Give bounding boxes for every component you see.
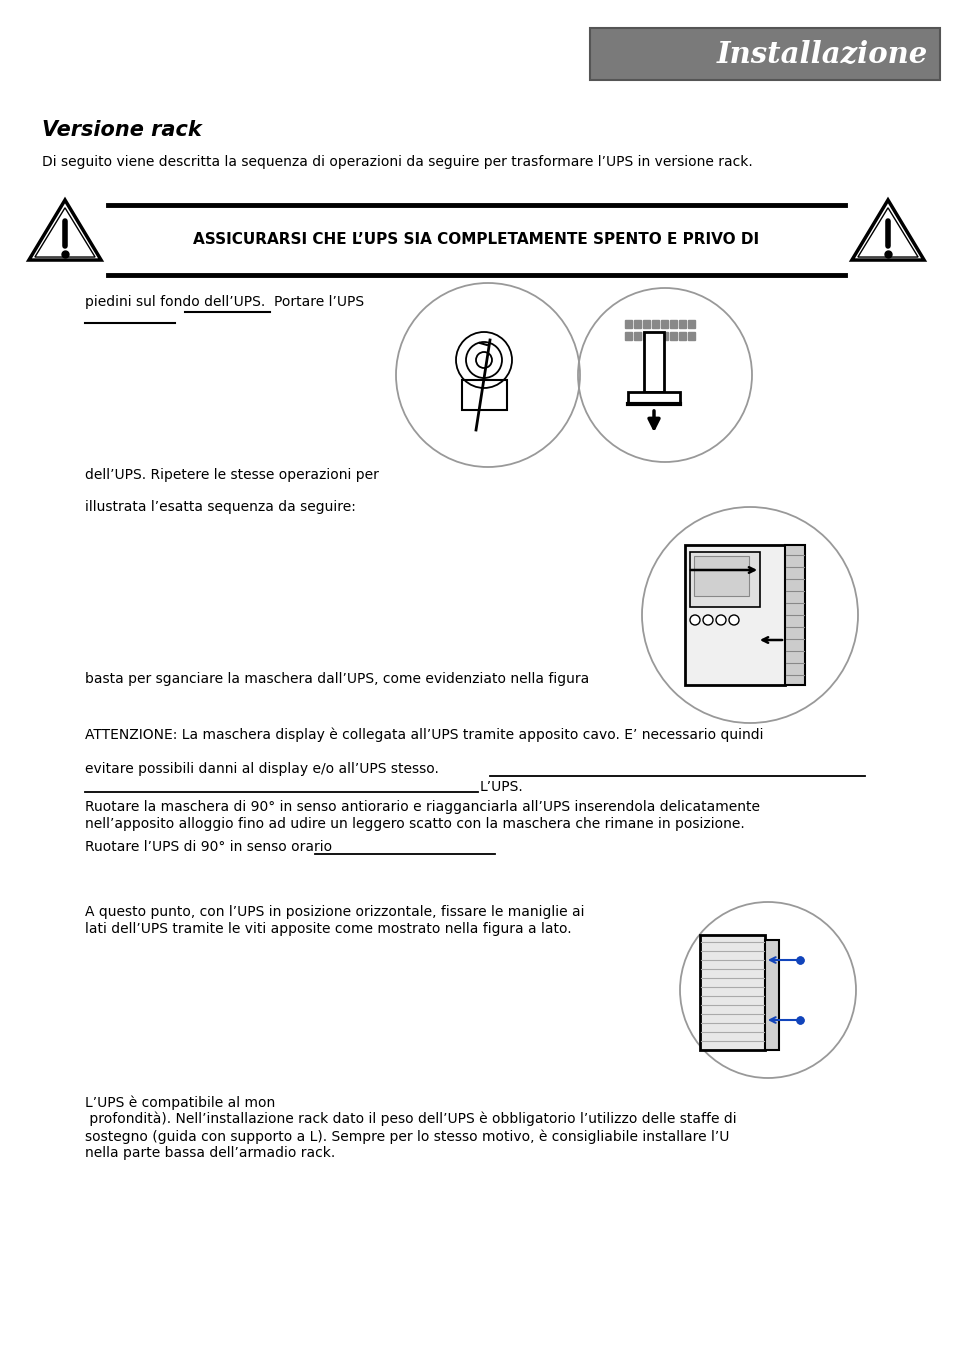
Circle shape [689, 616, 700, 625]
Polygon shape [679, 320, 685, 328]
Polygon shape [642, 320, 649, 328]
Circle shape [716, 616, 725, 625]
Text: piedini sul fondo dell’UPS.  Portare l’UPS: piedini sul fondo dell’UPS. Portare l’UP… [85, 296, 364, 309]
Text: evitare possibili danni al display e/o all’UPS stesso.: evitare possibili danni al display e/o a… [85, 761, 438, 776]
Text: Ruotare l’UPS di 90° in senso orario: Ruotare l’UPS di 90° in senso orario [85, 840, 332, 855]
Bar [461, 379, 506, 410]
Text: Ruotare la maschera di 90° in senso antiorario e riagganciarla all’UPS inserendo: Ruotare la maschera di 90° in senso anti… [85, 801, 760, 814]
Polygon shape [687, 320, 695, 328]
Text: nell’apposito alloggio fino ad udire un leggero scatto con la maschera che riman: nell’apposito alloggio fino ad udire un … [85, 817, 744, 832]
Bar [700, 936, 764, 1050]
Text: ASSICURARSI CHE L’UPS SIA COMPLETAMENTE SPENTO E PRIVO DI: ASSICURARSI CHE L’UPS SIA COMPLETAMENTE … [193, 232, 759, 247]
Polygon shape [660, 332, 667, 340]
Circle shape [702, 616, 712, 625]
Text: illustrata l’esatta sequenza da seguire:: illustrata l’esatta sequenza da seguire: [85, 500, 355, 514]
Bar [589, 28, 939, 80]
Text: L’UPS è compatibile al mon: L’UPS è compatibile al mon [85, 1095, 275, 1110]
Bar [627, 392, 679, 404]
Polygon shape [651, 332, 659, 340]
Bar [684, 545, 784, 684]
Polygon shape [634, 332, 640, 340]
Bar [693, 556, 748, 595]
Text: nella parte bassa dell’armadio rack.: nella parte bassa dell’armadio rack. [85, 1146, 335, 1160]
Text: profondità). Nell’installazione rack dato il peso dell’UPS è obbligatorio l’util: profondità). Nell’installazione rack dat… [85, 1112, 736, 1126]
Text: ATTENZIONE: La maschera display è collegata all’UPS tramite apposito cavo. E’ ne: ATTENZIONE: La maschera display è colleg… [85, 728, 762, 743]
Text: dell’UPS. Ripetere le stesse operazioni per: dell’UPS. Ripetere le stesse operazioni … [85, 468, 378, 482]
Polygon shape [624, 332, 631, 340]
Text: basta per sganciare la maschera dall’UPS, come evidenziato nella figura: basta per sganciare la maschera dall’UPS… [85, 672, 589, 686]
Polygon shape [669, 320, 677, 328]
Bar [643, 332, 663, 392]
Bar [764, 940, 779, 1050]
Polygon shape [660, 320, 667, 328]
Text: Versione rack: Versione rack [42, 120, 201, 140]
Text: Di seguito viene descritta la sequenza di operazioni da seguire per trasformare : Di seguito viene descritta la sequenza d… [42, 155, 752, 169]
Polygon shape [851, 200, 923, 261]
Polygon shape [642, 332, 649, 340]
Polygon shape [679, 332, 685, 340]
Text: Installazione: Installazione [716, 39, 927, 69]
Polygon shape [687, 332, 695, 340]
Bar [784, 545, 804, 684]
Text: L’UPS.: L’UPS. [479, 780, 523, 794]
Polygon shape [651, 320, 659, 328]
Text: lati dell’UPS tramite le viti apposite come mostrato nella figura a lato.: lati dell’UPS tramite le viti apposite c… [85, 922, 571, 936]
Circle shape [728, 616, 739, 625]
Bar [689, 552, 760, 608]
Polygon shape [634, 320, 640, 328]
Text: A questo punto, con l’UPS in posizione orizzontale, fissare le maniglie ai: A questo punto, con l’UPS in posizione o… [85, 904, 584, 919]
Polygon shape [624, 320, 631, 328]
Text: sostegno (guida con supporto a L). Sempre per lo stesso motivo, è consigliabile : sostegno (guida con supporto a L). Sempr… [85, 1129, 729, 1143]
Polygon shape [669, 332, 677, 340]
Polygon shape [29, 200, 101, 261]
